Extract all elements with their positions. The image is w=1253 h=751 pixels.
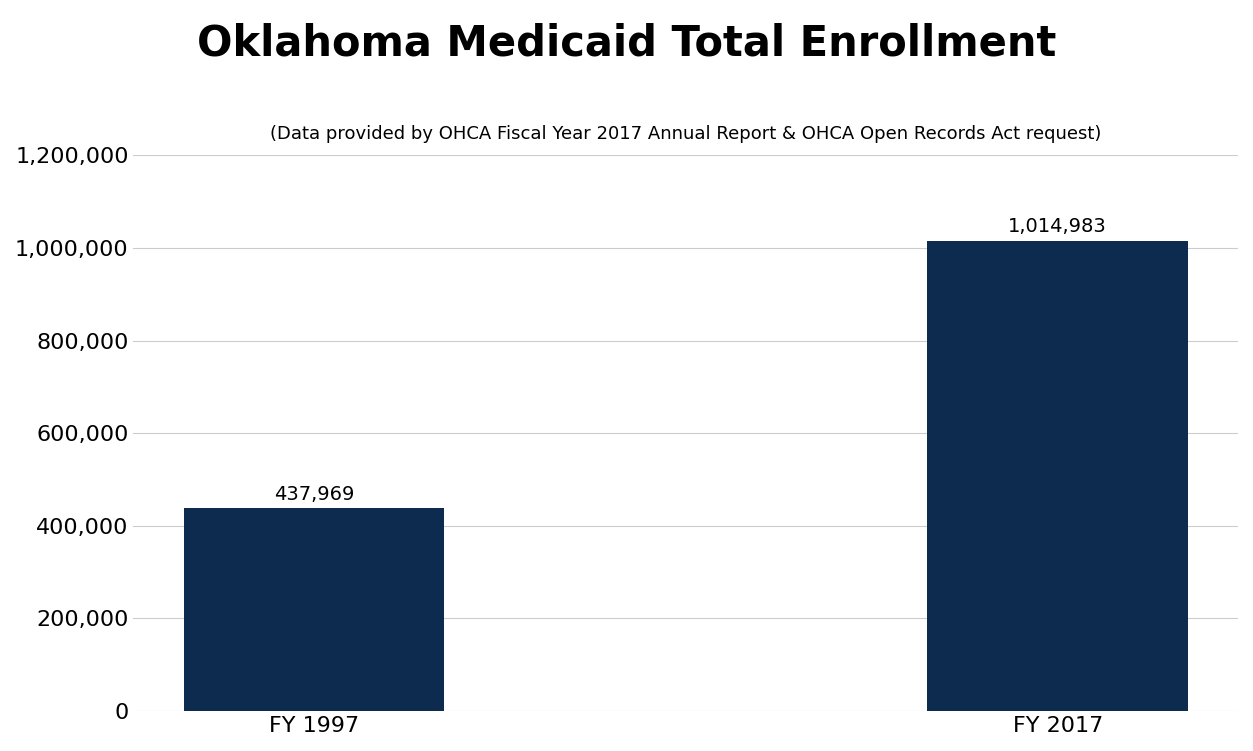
Bar [184,508,444,711]
Bar [927,241,1188,711]
Title: (Data provided by OHCA Fiscal Year 2017 Annual Report & OHCA Open Records Act re: (Data provided by OHCA Fiscal Year 2017 … [271,125,1101,143]
Text: 437,969: 437,969 [273,484,355,504]
Text: 1,014,983: 1,014,983 [1009,217,1106,237]
Text: Oklahoma Medicaid Total Enrollment: Oklahoma Medicaid Total Enrollment [197,23,1056,65]
